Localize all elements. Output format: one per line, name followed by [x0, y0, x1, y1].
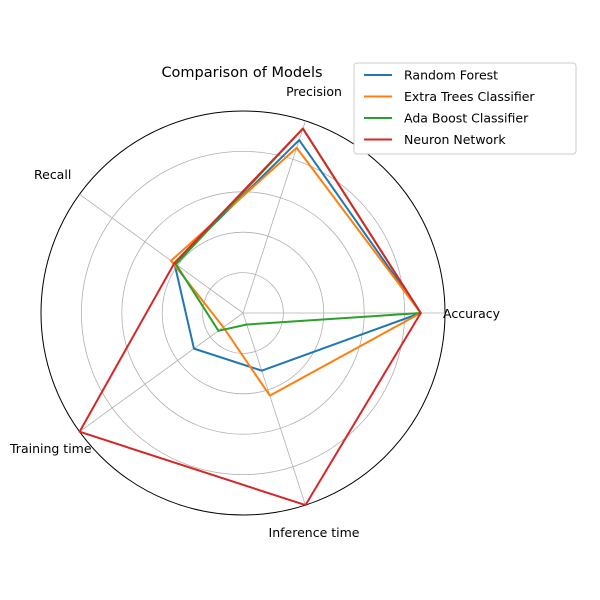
axis-label-recall: Recall	[34, 167, 71, 182]
radar-series	[78, 127, 422, 507]
series-line-ada-boost-classifier	[175, 127, 422, 332]
series-line-extra-trees-classifier	[170, 146, 422, 397]
axis-label-training-time: Training time	[9, 441, 92, 456]
legend-frame	[353, 62, 577, 155]
legend-label-random-forest: Random Forest	[404, 68, 498, 83]
grid-spoke	[242, 312, 306, 506]
legend-label-ada-boost-classifier: Ada Boost Classifier	[404, 111, 529, 126]
chart-title: Comparison of Models	[161, 65, 322, 81]
legend-label-extra-trees-classifier: Extra Trees Classifier	[404, 89, 535, 104]
grid-spoke	[242, 120, 306, 314]
series-line-neuron-network	[78, 127, 422, 507]
grid-spoke	[79, 312, 244, 433]
series-line-random-forest	[173, 139, 422, 372]
legend-label-neuron-network: Neuron Network	[404, 132, 506, 147]
axis-label-precision: Precision	[286, 84, 342, 99]
grid-spoke	[79, 193, 244, 314]
axis-label-accuracy: Accuracy	[443, 306, 501, 321]
radar-grid	[40, 110, 446, 516]
axis-label-inference-time: Inference time	[269, 525, 360, 540]
legend-items: Random Forest Extra Trees Classifier Ada B…	[364, 68, 535, 147]
legend: Random Forest Extra Trees Classifier Ada B…	[353, 62, 577, 155]
axis-labels: Accuracy Precision Recall Training time Infe…	[9, 84, 501, 540]
